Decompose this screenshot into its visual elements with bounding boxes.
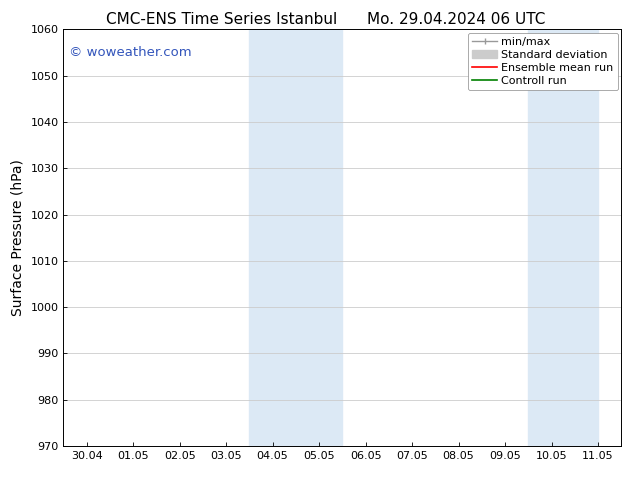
Bar <box>528 29 598 446</box>
Bar <box>249 29 342 446</box>
Text: © woweather.com: © woweather.com <box>69 46 191 59</box>
Y-axis label: Surface Pressure (hPa): Surface Pressure (hPa) <box>11 159 25 316</box>
Text: Mo. 29.04.2024 06 UTC: Mo. 29.04.2024 06 UTC <box>367 12 546 27</box>
Text: CMC-ENS Time Series Istanbul: CMC-ENS Time Series Istanbul <box>107 12 337 27</box>
Legend: min/max, Standard deviation, Ensemble mean run, Controll run: min/max, Standard deviation, Ensemble me… <box>468 33 618 90</box>
